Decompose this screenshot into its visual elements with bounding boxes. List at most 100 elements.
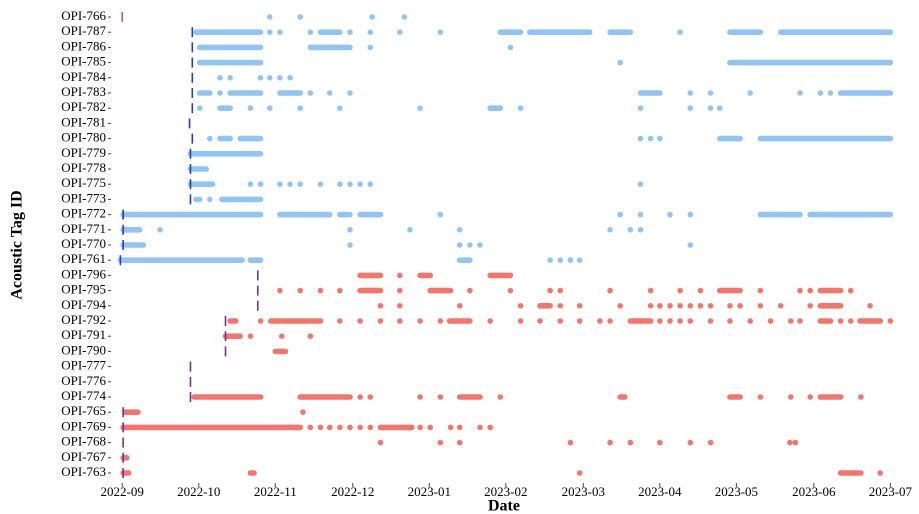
detection: [277, 75, 283, 81]
detection: [847, 318, 854, 324]
detection: [757, 303, 764, 309]
detection: [607, 227, 613, 233]
detection: [347, 227, 353, 233]
detection: [647, 287, 654, 294]
detection: [377, 439, 384, 446]
detection: [247, 333, 254, 340]
detection: [707, 318, 714, 324]
detection: [567, 439, 574, 446]
detection: [377, 303, 384, 309]
detection: [447, 424, 454, 431]
detection: [557, 303, 564, 309]
detection: [597, 318, 603, 324]
detection: [647, 135, 654, 142]
detection: [767, 318, 774, 324]
detection: [326, 424, 333, 431]
detection: [827, 90, 834, 96]
y-tick-label: OPI-781: [61, 114, 106, 129]
y-tick-label: OPI-763: [61, 464, 106, 479]
y-tick-label: OPI-783: [61, 84, 106, 99]
y-tick-label: OPI-778: [61, 160, 106, 175]
detection: [357, 394, 363, 400]
detection: [737, 303, 743, 309]
detection: [607, 318, 613, 324]
detection: [277, 29, 283, 35]
y-tick-label: OPI-782: [61, 99, 106, 114]
y-tick-label: OPI-792: [61, 312, 106, 327]
detection: [357, 318, 363, 324]
detection: [307, 424, 314, 431]
y-tick-label: OPI-772: [61, 206, 106, 221]
detection: [576, 318, 583, 324]
detection: [817, 90, 824, 96]
x-tick-label: 2023-05: [715, 484, 758, 499]
y-tick-label: OPI-791: [61, 327, 106, 342]
detection: [687, 211, 694, 218]
detection: [887, 318, 894, 324]
detection: [369, 14, 375, 20]
detection: [401, 14, 408, 20]
detection: [607, 439, 613, 446]
detection: [437, 29, 444, 35]
detection: [417, 105, 423, 111]
detection: [637, 181, 644, 187]
y-tick-label: OPI-761: [61, 251, 106, 266]
detection: [367, 181, 374, 187]
detection: [792, 439, 799, 446]
detection: [437, 394, 444, 400]
detection: [257, 318, 264, 324]
detection: [487, 318, 493, 324]
detection: [647, 303, 654, 309]
detection: [797, 287, 803, 294]
detection: [347, 242, 353, 248]
detection: [617, 211, 623, 218]
y-tick-label: OPI-773: [61, 190, 106, 205]
y-tick-label: OPI-769: [61, 418, 106, 433]
detection: [337, 424, 343, 431]
detection: [787, 394, 794, 400]
detection: [326, 90, 333, 96]
y-tick-label: OPI-794: [61, 297, 106, 312]
detection: [667, 303, 673, 309]
detection: [727, 303, 733, 309]
detection: [657, 439, 663, 446]
detection: [716, 105, 723, 111]
detection: [277, 287, 283, 294]
detection: [417, 424, 423, 431]
detection: [196, 196, 203, 203]
detection: [278, 333, 285, 340]
detection: [367, 44, 374, 51]
detection: [687, 439, 694, 446]
detection: [317, 287, 324, 294]
detection: [576, 303, 583, 309]
detection: [417, 318, 423, 324]
detection: [396, 29, 403, 35]
detection: [576, 470, 583, 476]
detection: [807, 303, 813, 309]
x-tick-label: 2023-07: [869, 484, 913, 499]
detection: [517, 318, 524, 324]
detection: [367, 29, 374, 35]
detection: [757, 287, 764, 294]
detection: [337, 318, 343, 324]
detection: [307, 90, 314, 96]
detection: [617, 303, 623, 309]
y-tick-label: OPI-765: [61, 403, 106, 418]
x-tick-label: 2023-06: [792, 484, 836, 499]
detection: [307, 333, 314, 340]
detection: [367, 424, 374, 431]
detection: [266, 75, 273, 81]
detection: [437, 439, 444, 446]
y-tick-label: OPI-767: [61, 449, 106, 464]
detection: [707, 439, 714, 446]
y-tick-label: OPI-796: [61, 266, 106, 281]
detection: [287, 181, 293, 187]
detection: [797, 318, 803, 324]
detection: [317, 181, 324, 187]
detection: [677, 318, 683, 324]
detection: [637, 227, 644, 233]
detection: [557, 287, 564, 294]
detection: [347, 29, 353, 35]
y-tick-label: OPI-786: [61, 38, 106, 53]
x-tick-label: 2023-02: [484, 484, 527, 499]
